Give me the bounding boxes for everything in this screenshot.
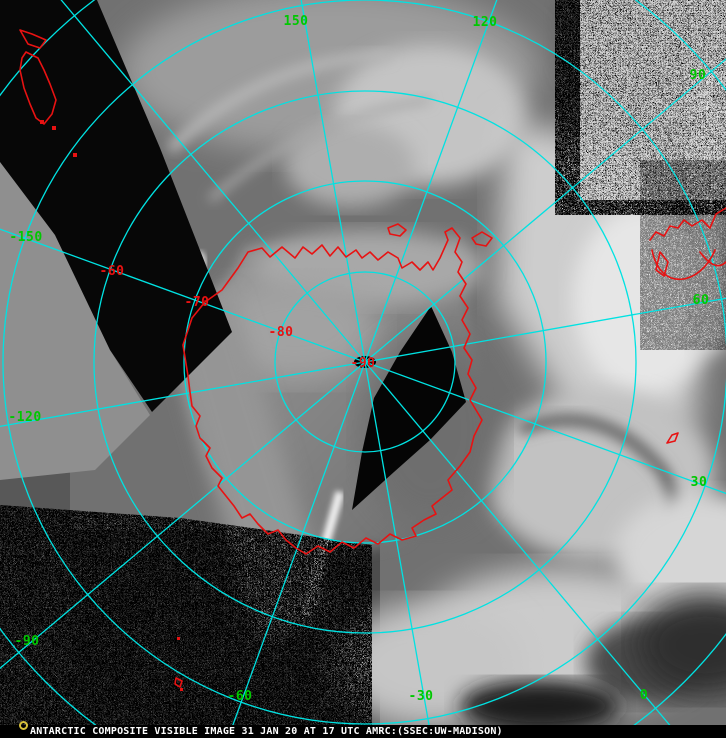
meridian-line--120 <box>0 361 366 428</box>
longitude-label--150: -150 <box>9 230 42 245</box>
longitude-label-0: 0 <box>640 688 648 703</box>
meridian-line--30 <box>364 361 430 725</box>
new-zealand-coastline <box>19 29 47 49</box>
latitude-label--60: -60 <box>100 264 125 279</box>
antarctica-coastline <box>182 227 483 555</box>
longitude-label-150: 150 <box>284 14 309 29</box>
longitude-label--90: -90 <box>15 634 40 649</box>
longitude-label-60: 60 <box>693 293 710 308</box>
latitude-circle--60 <box>93 90 637 634</box>
latitude-circle--80 <box>274 271 456 453</box>
meridian-line-0 <box>364 361 671 725</box>
latitude-label--80: -80 <box>269 325 294 340</box>
longitude-label--120: -120 <box>8 410 41 425</box>
island-group-coastline <box>649 207 726 241</box>
station-marker-icon <box>19 721 28 730</box>
latitude-labels: -60 -70 -80 -90 <box>100 264 376 371</box>
longitude-label-30: 30 <box>691 475 708 490</box>
longitude-labels: 150 120 90 60 30 -150 -120 -90 -60 -30 0 <box>8 14 710 704</box>
meridian-line-60 <box>364 297 726 363</box>
latitude-label--90: -90 <box>351 356 376 371</box>
meridian-line-30 <box>364 361 726 495</box>
meridian-line--150 <box>0 228 366 363</box>
longitude-label--30: -30 <box>409 689 434 704</box>
latitude-label--70: -70 <box>185 295 210 310</box>
meridian-line--60 <box>232 361 366 725</box>
meridian-line--90 <box>0 361 366 670</box>
meridian-line-180 <box>60 0 366 363</box>
longitude-label-120: 120 <box>473 15 498 30</box>
caption-bar: ANTARCTIC COMPOSITE VISIBLE IMAGE 31 JAN… <box>0 721 726 738</box>
latitude-circle--70 <box>183 180 547 544</box>
longitude-label--60: -60 <box>228 689 253 704</box>
latitude-circle--50 <box>2 0 726 725</box>
coastline-overlay <box>19 29 726 691</box>
caption-text: ANTARCTIC COMPOSITE VISIBLE IMAGE 31 JAN… <box>30 726 503 737</box>
longitude-label-90: 90 <box>690 68 707 83</box>
meridian-line-90 <box>364 58 726 363</box>
meridian-line-150 <box>300 0 366 363</box>
